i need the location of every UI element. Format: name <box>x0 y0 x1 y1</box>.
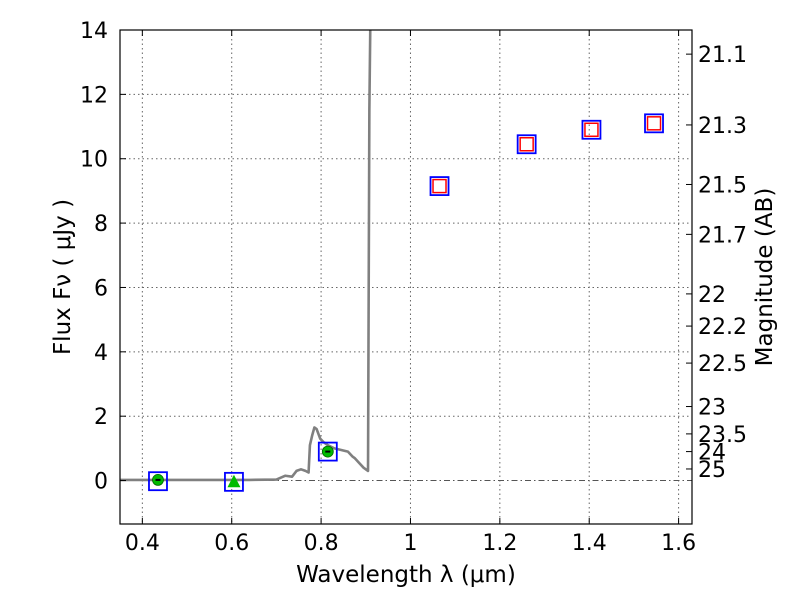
x-axis-label: Wavelength λ (μm) <box>296 562 516 588</box>
ticks-layer: 0.4 0.6 0.8 1 1.2 1.4 1.60246810121421.121.321… <box>80 19 747 556</box>
model-spectrum-line <box>120 29 372 482</box>
observed-square-point <box>429 176 450 196</box>
observed-square-point <box>317 441 338 462</box>
grid-layer <box>120 29 692 524</box>
y-axis-label: Flux Fν ( μJy ) <box>50 199 76 355</box>
y-tick-label: 10 <box>80 148 108 173</box>
magnitude-tick-label: 24 <box>698 441 726 466</box>
y-tick-label: 6 <box>94 276 108 301</box>
x-tick-label: 0.4 <box>125 531 160 556</box>
model-square-point <box>584 122 599 138</box>
x-tick-label: 1.2 <box>482 531 517 556</box>
plot-frame <box>119 29 693 525</box>
y-tick-label: 2 <box>94 405 108 430</box>
x-tick-label: 1 <box>403 531 417 556</box>
series-layer <box>120 29 664 492</box>
model-square-point <box>432 178 447 194</box>
x-tick-label: 0.6 <box>214 531 249 556</box>
magnitude-tick-label: 22.2 <box>698 315 747 340</box>
observed-square-point <box>516 134 537 155</box>
magnitude-tick-label: 21.3 <box>698 114 747 139</box>
x-tick-label: 0.8 <box>304 531 339 556</box>
x-tick-label: 1.4 <box>572 531 607 556</box>
magnitude-tick-label: 21.5 <box>698 173 747 198</box>
right-axis-label: Magnitude (AB) <box>752 188 778 367</box>
observed-square-point <box>644 113 664 134</box>
y-tick-label: 0 <box>94 470 108 495</box>
x-tick-label: 1.6 <box>661 531 696 556</box>
y-tick-label: 4 <box>94 341 108 366</box>
model-square-point <box>646 116 662 131</box>
y-tick-label: 14 <box>80 19 108 44</box>
upper-limit-triangle <box>227 474 241 488</box>
y-tick-label: 12 <box>80 83 108 108</box>
magnitude-tick-label: 21.1 <box>698 43 747 68</box>
observed-square-point <box>148 471 168 492</box>
magnitude-tick-label: 22.5 <box>698 352 747 377</box>
magnitude-tick-label: 25 <box>698 458 726 483</box>
observed-square-point <box>224 471 244 492</box>
y-tick-label: 8 <box>94 212 108 237</box>
magnitude-tick-label: 23 <box>698 396 726 421</box>
magnitude-tick-label: 21.7 <box>698 223 747 248</box>
magnitude-tick-label: 22 <box>698 283 726 308</box>
model-square-point <box>519 136 534 152</box>
observed-square-point <box>581 119 602 140</box>
magnitude-tick-label: 23.5 <box>698 423 747 448</box>
